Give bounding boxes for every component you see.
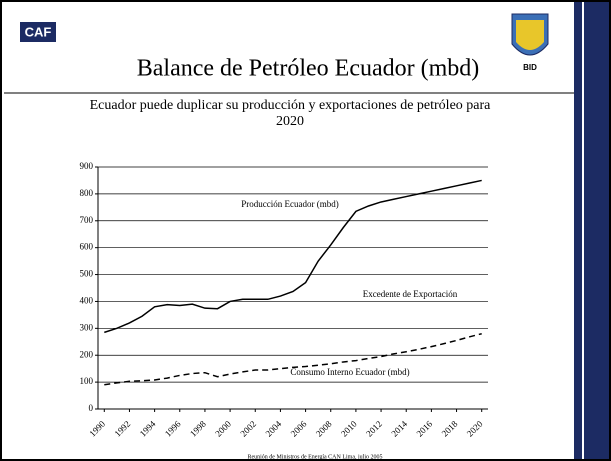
annotation: Producción Ecuador (mbd) bbox=[241, 199, 338, 209]
footer: Reunión de Ministros de Energía CAN Lima… bbox=[247, 454, 382, 460]
y-tick-label: 200 bbox=[80, 349, 94, 359]
line-series bbox=[104, 332, 482, 386]
bid-logo-text: BID bbox=[523, 63, 537, 72]
annotation: Excedente de Exportación bbox=[363, 289, 458, 299]
y-tick-label: 700 bbox=[80, 215, 94, 225]
y-tick-label: 600 bbox=[80, 242, 94, 252]
side-band bbox=[574, 0, 611, 461]
line-series bbox=[104, 179, 482, 334]
bid-logo-inner bbox=[516, 20, 544, 50]
y-tick-label: 100 bbox=[80, 376, 94, 386]
subtitle: Ecuador puede duplicar su producción y e… bbox=[90, 98, 492, 113]
y-tick-label: 500 bbox=[80, 269, 94, 279]
subtitle: 2020 bbox=[276, 114, 304, 129]
y-tick-label: 400 bbox=[80, 296, 94, 306]
caf-logo-text: CAF bbox=[25, 24, 52, 39]
annotation: Consumo Interno Ecuador (mbd) bbox=[290, 367, 409, 377]
caf-logo bbox=[20, 22, 56, 42]
y-tick-label: 0 bbox=[89, 403, 94, 413]
title: Balance de Petróleo Ecuador (mbd) bbox=[137, 56, 480, 82]
y-tick-label: 800 bbox=[80, 188, 94, 198]
y-tick-label: 300 bbox=[80, 322, 94, 332]
y-tick-label: 900 bbox=[80, 161, 94, 171]
